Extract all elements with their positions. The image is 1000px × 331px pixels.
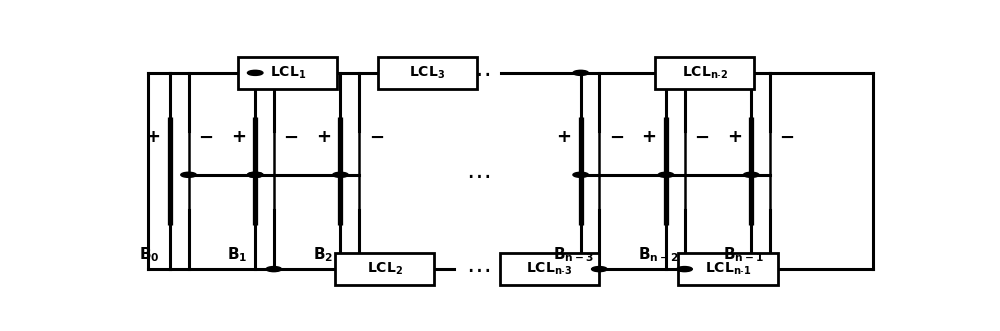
Text: $\mathbf{+}$: $\mathbf{+}$ — [145, 127, 160, 146]
Text: $\cdots$: $\cdots$ — [466, 61, 490, 85]
Text: $\mathbf{+}$: $\mathbf{+}$ — [231, 127, 246, 146]
Text: $\mathbf{-}$: $\mathbf{-}$ — [369, 127, 384, 146]
FancyBboxPatch shape — [238, 57, 337, 89]
Circle shape — [573, 172, 588, 177]
FancyBboxPatch shape — [335, 253, 434, 285]
Text: $\mathbf{+}$: $\mathbf{+}$ — [641, 127, 656, 146]
Text: $\mathbf{B_{n-1}}$: $\mathbf{B_{n-1}}$ — [723, 246, 764, 264]
FancyBboxPatch shape — [678, 253, 778, 285]
Circle shape — [247, 172, 263, 177]
Circle shape — [333, 172, 348, 177]
Circle shape — [181, 172, 196, 177]
Circle shape — [247, 70, 263, 75]
Text: $\mathbf{LCL_{1}}$: $\mathbf{LCL_{1}}$ — [270, 65, 306, 81]
Text: $\mathbf{B_{n-3}}$: $\mathbf{B_{n-3}}$ — [553, 246, 594, 264]
Text: $\mathbf{-}$: $\mathbf{-}$ — [198, 127, 213, 146]
Text: $\mathbf{B_0}$: $\mathbf{B_0}$ — [139, 246, 160, 264]
Text: $\mathbf{-}$: $\mathbf{-}$ — [694, 127, 709, 146]
Text: $\mathbf{-}$: $\mathbf{-}$ — [283, 127, 298, 146]
Text: $\mathbf{LCL_{3}}$: $\mathbf{LCL_{3}}$ — [409, 65, 445, 81]
Text: $\mathbf{LCL_{n\text{-}3}}$: $\mathbf{LCL_{n\text{-}3}}$ — [526, 261, 573, 277]
Text: $\mathbf{+}$: $\mathbf{+}$ — [316, 127, 331, 146]
Text: $\mathbf{LCL_{n\text{-}1}}$: $\mathbf{LCL_{n\text{-}1}}$ — [705, 261, 751, 277]
FancyBboxPatch shape — [378, 57, 477, 89]
FancyBboxPatch shape — [500, 253, 599, 285]
Text: $\mathbf{+}$: $\mathbf{+}$ — [556, 127, 571, 146]
Circle shape — [266, 266, 282, 272]
Circle shape — [573, 70, 588, 75]
Text: $\mathbf{B_1}$: $\mathbf{B_1}$ — [227, 246, 248, 264]
Circle shape — [658, 172, 674, 177]
Text: $\mathbf{LCL_{2}}$: $\mathbf{LCL_{2}}$ — [367, 261, 403, 277]
Text: $\cdots$: $\cdots$ — [466, 257, 490, 281]
Text: $\mathbf{-}$: $\mathbf{-}$ — [609, 127, 624, 146]
FancyBboxPatch shape — [655, 57, 754, 89]
Text: $\mathbf{B_{n-2}}$: $\mathbf{B_{n-2}}$ — [638, 246, 679, 264]
Text: $\mathbf{LCL_{n\text{-}2}}$: $\mathbf{LCL_{n\text{-}2}}$ — [682, 65, 728, 81]
Text: $\cdots$: $\cdots$ — [466, 163, 490, 187]
Text: $\mathbf{+}$: $\mathbf{+}$ — [727, 127, 742, 146]
Circle shape — [592, 266, 607, 272]
Circle shape — [247, 172, 263, 177]
Text: $\mathbf{B_2}$: $\mathbf{B_2}$ — [313, 246, 333, 264]
Circle shape — [743, 172, 759, 177]
Text: $\mathbf{-}$: $\mathbf{-}$ — [779, 127, 794, 146]
Circle shape — [677, 266, 692, 272]
